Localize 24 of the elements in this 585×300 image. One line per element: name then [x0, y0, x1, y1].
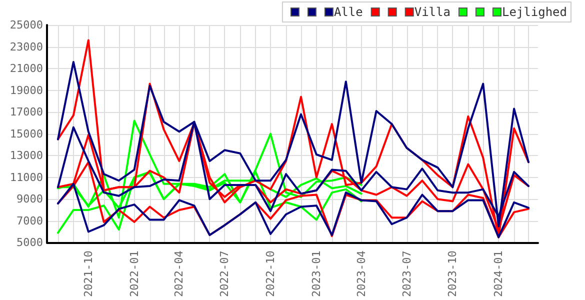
x-tick-label: 2021-10: [82, 250, 95, 297]
x-tick-label: 2022-01: [128, 250, 141, 297]
x-tick-label: 2023-04: [354, 250, 368, 297]
x-tick-label: 2022-10: [264, 250, 278, 297]
x-tick-label: 2023-10: [446, 250, 460, 297]
x-tick-label: 2022-04: [172, 250, 186, 297]
y-tick-label: 15000: [10, 127, 43, 140]
y-tick-label: 11000: [10, 170, 43, 184]
legend-label: Villa: [414, 5, 450, 19]
y-tick-label: 7000: [16, 214, 43, 228]
y-tick-label: 9000: [16, 192, 43, 206]
legend-label: Lejlighed: [502, 5, 568, 19]
x-tick-label: 2023-07: [400, 250, 414, 297]
x-tick-label: 2022-07: [218, 250, 232, 297]
y-tick-label: 17000: [10, 106, 43, 119]
x-tick-label: 2023-01: [310, 250, 323, 297]
y-tick-label: 19000: [10, 84, 43, 97]
y-tick-label: 13000: [10, 149, 43, 162]
y-tick-label: 5000: [16, 236, 43, 250]
x-tick-label: 2024-01: [492, 250, 506, 297]
y-tick-label: 25000: [10, 18, 43, 32]
legend-label: Alle: [334, 5, 363, 19]
y-tick-label: 23000: [10, 40, 43, 54]
y-tick-label: 21000: [10, 62, 43, 76]
